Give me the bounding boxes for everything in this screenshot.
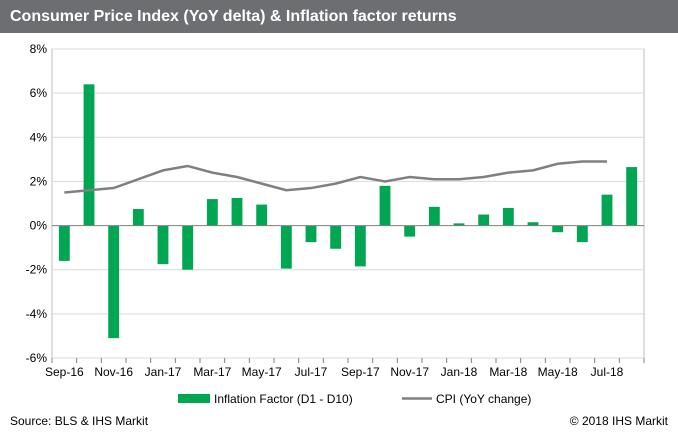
bar bbox=[601, 194, 613, 226]
x-tick-label: Sep-16 bbox=[45, 365, 84, 379]
bar bbox=[379, 185, 391, 226]
x-tick-label: Jan-17 bbox=[145, 365, 182, 379]
legend-swatch-bars bbox=[178, 394, 210, 403]
bar bbox=[157, 225, 169, 265]
plot-frame bbox=[51, 48, 645, 359]
bar bbox=[256, 204, 268, 226]
bar bbox=[132, 209, 144, 226]
title-bar: Consumer Price Index (YoY delta) & Infla… bbox=[0, 0, 678, 33]
bar bbox=[552, 225, 564, 233]
chart: -6% -4% -2% 0% 2% 4% 6% 8% Sep-16 Nov-16 Jan-17 Ma… bbox=[26, 42, 645, 406]
y-tick-label: 2% bbox=[30, 174, 48, 188]
bar bbox=[527, 222, 539, 226]
bar bbox=[453, 223, 465, 226]
y-tick-label: 8% bbox=[30, 42, 48, 56]
bar bbox=[502, 207, 514, 226]
chart-title: Consumer Price Index (YoY delta) & Infla… bbox=[10, 8, 457, 25]
bar bbox=[83, 84, 95, 226]
y-tick-label: 0% bbox=[30, 219, 48, 233]
x-tick-label: Nov-17 bbox=[390, 365, 429, 379]
x-tick-label: Jan-18 bbox=[441, 365, 478, 379]
bar bbox=[404, 225, 416, 237]
source-note: Source: BLS & IHS Markit bbox=[10, 414, 149, 428]
x-tick-label: Jul-17 bbox=[295, 365, 328, 379]
y-tick-label: 6% bbox=[30, 86, 48, 100]
bar bbox=[478, 214, 490, 226]
cpi-line bbox=[64, 160, 607, 194]
x-tick-label: May-17 bbox=[242, 365, 282, 379]
bar bbox=[182, 225, 194, 270]
x-tick-label: Mar-17 bbox=[193, 365, 231, 379]
bar bbox=[330, 225, 342, 249]
y-tick-label: -2% bbox=[26, 263, 48, 277]
copyright-note: © 2018 IHS Markit bbox=[569, 414, 668, 428]
legend-label-line: CPI (YoY change) bbox=[436, 392, 531, 406]
bar bbox=[108, 225, 120, 339]
bar bbox=[280, 225, 292, 269]
y-tick-label: 4% bbox=[30, 130, 48, 144]
y-tick-label: -6% bbox=[26, 351, 48, 365]
bar bbox=[206, 199, 218, 226]
x-tick-label: Sep-17 bbox=[341, 365, 380, 379]
legend-label-bars: Inflation Factor (D1 - D10) bbox=[214, 392, 353, 406]
bar bbox=[428, 206, 440, 226]
x-tick-label: May-18 bbox=[538, 365, 578, 379]
bar bbox=[58, 225, 70, 261]
bar bbox=[626, 167, 638, 226]
x-tick-label: Mar-18 bbox=[489, 365, 527, 379]
bar bbox=[305, 225, 317, 243]
bar bbox=[354, 225, 366, 267]
bar bbox=[576, 225, 588, 243]
x-tick-label: Jul-18 bbox=[591, 365, 624, 379]
x-tick-label: Nov-16 bbox=[94, 365, 133, 379]
y-tick-label: -4% bbox=[26, 307, 48, 321]
bar bbox=[231, 197, 243, 226]
